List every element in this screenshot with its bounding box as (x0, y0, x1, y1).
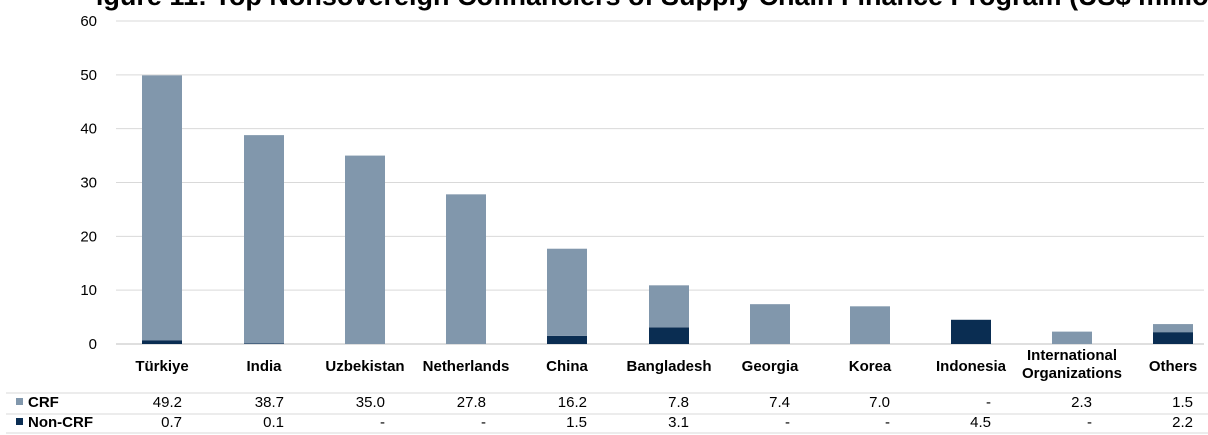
bar-crf (1153, 324, 1193, 333)
x-category-label: India (246, 358, 282, 375)
table-cell: 0.1 (263, 414, 284, 431)
table-cell: - (1087, 414, 1092, 431)
bar-non-crf (244, 343, 284, 344)
x-category-label: Bangladesh (626, 358, 711, 375)
bar-non-crf (142, 340, 182, 344)
table-cell: 38.7 (255, 394, 284, 411)
x-category-label: Türkiye (135, 358, 188, 375)
y-tick-label: 60 (80, 13, 97, 30)
bar-crf (446, 194, 486, 344)
table-cell: 7.0 (869, 394, 890, 411)
table-cell: 27.8 (457, 394, 486, 411)
bar-non-crf (951, 319, 991, 344)
x-category-label: Netherlands (423, 358, 510, 375)
bar-crf (850, 306, 890, 344)
table-cell: 7.8 (668, 394, 689, 411)
table-cell: - (785, 414, 790, 431)
x-category-label: Indonesia (936, 358, 1007, 375)
table-cell: - (885, 414, 890, 431)
legend-key-crf (16, 398, 23, 405)
x-category-label: Korea (849, 358, 892, 375)
table-cell: - (986, 394, 991, 411)
table-cell: - (481, 414, 486, 431)
table-cell: 1.5 (566, 414, 587, 431)
legend-key-non-crf (16, 418, 23, 425)
y-tick-label: 30 (80, 175, 97, 192)
bar-non-crf (547, 335, 587, 344)
table-row-header: Non-CRF (28, 414, 93, 431)
x-category-label: International Organizations (1022, 347, 1122, 382)
table-cell: 1.5 (1172, 394, 1193, 411)
x-category-label: China (546, 358, 588, 375)
table-cell: 2.2 (1172, 414, 1193, 431)
bar-crf (142, 75, 182, 341)
bar-non-crf (1153, 332, 1193, 344)
table-cell: 3.1 (668, 414, 689, 431)
bar-crf (244, 135, 284, 344)
y-tick-label: 40 (80, 121, 97, 138)
bars (142, 75, 1193, 344)
table-cell: 49.2 (153, 394, 182, 411)
x-category-label: Others (1149, 358, 1197, 375)
y-tick-label: 50 (80, 67, 97, 84)
x-category-label: Uzbekistan (325, 358, 404, 375)
table-cell: 4.5 (970, 414, 991, 431)
chart-title: igure 11: Top Nonsovereign Cofinanciers … (96, 0, 1208, 11)
bar-crf (547, 248, 587, 336)
table-cell: 0.7 (161, 414, 182, 431)
bar-crf (345, 155, 385, 344)
table-cell: 7.4 (769, 394, 790, 411)
table-row-header: CRF (28, 394, 59, 411)
bar-crf (1052, 331, 1092, 344)
y-axis: 0 10 20 30 40 50 60 (80, 13, 97, 353)
y-tick-label: 10 (80, 282, 97, 299)
x-category-label: Georgia (742, 358, 799, 375)
y-tick-label: 0 (89, 336, 97, 353)
y-tick-label: 20 (80, 228, 97, 245)
gridlines (116, 20, 1204, 345)
x-axis: Türkiye India Uzbekistan Netherlands China Ba… (135, 347, 1197, 382)
bar-crf (750, 304, 790, 344)
table-cell: 16.2 (558, 394, 587, 411)
bar-non-crf (649, 327, 689, 344)
data-table: CRF 49.2 38.7 35.0 27.8 16.2 7.8 7.4 7.0 - 2.3 1.5 N… (6, 392, 1208, 434)
bar-crf (649, 285, 689, 328)
table-cell: - (380, 414, 385, 431)
table-cell: 2.3 (1071, 394, 1092, 411)
table-cell: 35.0 (356, 394, 385, 411)
